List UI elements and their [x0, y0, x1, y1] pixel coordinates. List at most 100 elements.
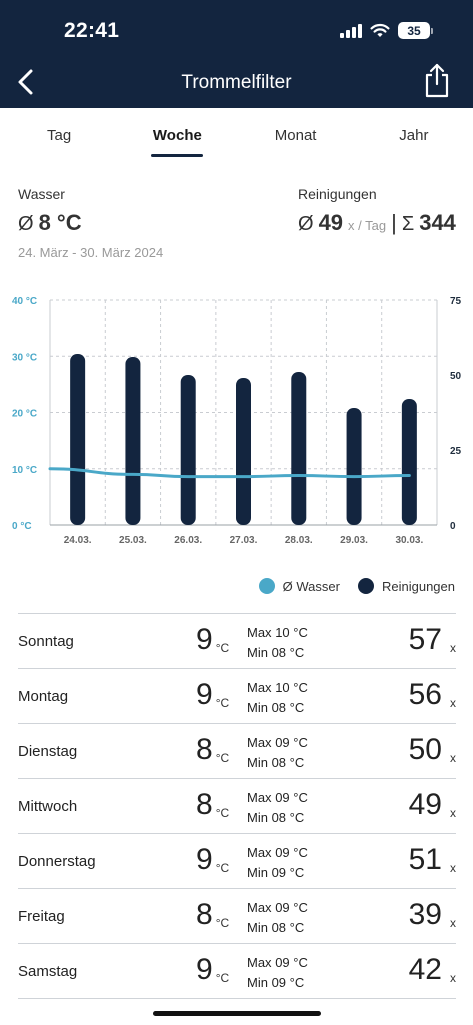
avg-temp-value: 9 — [196, 678, 213, 711]
avg-temp: 9 °C — [196, 678, 229, 712]
bar-cleanings — [70, 354, 86, 525]
table-row[interactable]: Sonntag 9 °C Max 10 °C Min 08 °C 57 x — [18, 614, 456, 669]
min-temp: Min 08 °C — [247, 920, 305, 935]
min-max-temp: Max 09 °C Min 08 °C — [247, 898, 308, 938]
x-tick-label: 27.03. — [230, 535, 258, 546]
cleanings-summary: Reinigungen Ø 49 x / Tag | Σ 344 — [298, 186, 456, 236]
min-temp: Min 08 °C — [247, 810, 305, 825]
bar-cleanings — [401, 399, 417, 525]
min-max-temp: Max 09 °C Min 08 °C — [247, 788, 308, 828]
home-indicator — [153, 1011, 321, 1016]
sum-symbol: Σ — [401, 213, 415, 235]
water-summary: Wasser Ø 8 °C 24. März - 30. März 2024 — [18, 186, 163, 260]
min-temp: Min 08 °C — [247, 645, 305, 660]
legend-item-water: Ø Wasser — [258, 578, 340, 594]
legend-dot-cleanings — [357, 578, 374, 594]
avg-temp-value: 8 — [196, 733, 213, 766]
day-name: Montag — [18, 688, 69, 705]
table-row[interactable]: Mittwoch 8 °C Max 09 °C Min 08 °C 49 x — [18, 779, 456, 834]
count-unit: x — [450, 641, 456, 655]
min-max-temp: Max 09 °C Min 08 °C — [247, 733, 308, 773]
count-unit: x — [450, 916, 456, 930]
avg-temp-value: 8 — [196, 788, 213, 821]
cellular-signal-icon — [340, 23, 362, 38]
legend-label-water: Ø Wasser — [282, 578, 340, 594]
cleaning-count-value: 39 — [408, 898, 442, 931]
max-temp: Max 10 °C — [247, 625, 308, 640]
tab-jahr[interactable]: Jahr — [399, 127, 429, 144]
y-left-tick-label: 10 °C — [12, 465, 37, 476]
tab-tag[interactable]: Tag — [47, 127, 72, 144]
cleaning-count-value: 42 — [408, 953, 442, 986]
day-name: Samstag — [18, 963, 78, 980]
count-unit: x — [450, 751, 456, 765]
legend-item-cleanings: Reinigungen — [357, 578, 455, 594]
average-symbol: Ø — [18, 213, 34, 235]
separator: | — [391, 210, 397, 235]
back-button[interactable] — [10, 62, 40, 102]
avg-temp: 8 °C — [196, 788, 229, 822]
cleaning-count: 42 x — [409, 953, 456, 987]
x-tick-label: 25.03. — [119, 535, 147, 546]
battery-icon: 35 — [398, 22, 433, 39]
y-right-tick-label: 25 — [450, 446, 462, 457]
day-name: Mittwoch — [18, 798, 78, 815]
bar-cleanings — [346, 408, 362, 525]
y-left-tick-label: 0 °C — [12, 521, 32, 532]
cleaning-count: 39 x — [409, 898, 456, 932]
cleaning-count-value: 49 — [408, 788, 442, 821]
y-left-tick-label: 40 °C — [12, 296, 37, 307]
weekly-chart: 0 °C 10 °C 20 °C 30 °C 40 °C 0 25 50 75 24.03. 25.… — [12, 296, 462, 546]
temp-unit: °C — [215, 806, 230, 820]
day-name: Donnerstag — [18, 853, 96, 870]
count-unit: x — [450, 971, 456, 985]
x-tick-label: 28.03. — [285, 535, 313, 546]
bar-cleanings — [291, 372, 307, 525]
battery-level: 35 — [398, 22, 430, 39]
avg-temp-value: 8 — [196, 898, 213, 931]
min-temp: Min 08 °C — [247, 700, 305, 715]
table-row[interactable]: Donnerstag 9 °C Max 09 °C Min 09 °C 51 x — [18, 834, 456, 889]
min-temp: Min 09 °C — [247, 865, 305, 880]
table-row[interactable]: Samstag 9 °C Max 09 °C Min 09 °C 42 x — [18, 944, 456, 999]
table-row[interactable]: Freitag 8 °C Max 09 °C Min 08 °C 39 x — [18, 889, 456, 944]
min-max-temp: Max 09 °C Min 09 °C — [247, 953, 308, 993]
water-average-value: 8 °C — [38, 210, 82, 235]
table-row[interactable]: Montag 9 °C Max 10 °C Min 08 °C 56 x — [18, 669, 456, 724]
cleanings-total-value: 344 — [419, 210, 456, 235]
cleanings-stats: Ø 49 x / Tag | Σ 344 — [298, 210, 456, 236]
cleanings-label: Reinigungen — [298, 186, 377, 202]
tab-woche[interactable]: Woche — [118, 108, 236, 157]
chevron-left-icon — [18, 69, 33, 95]
avg-temp: 8 °C — [196, 898, 229, 932]
x-tick-label: 24.03. — [64, 535, 92, 546]
cleaning-count: 49 x — [409, 788, 456, 822]
bar-cleanings — [125, 357, 141, 525]
water-label: Wasser — [18, 186, 65, 202]
day-name: Sonntag — [18, 633, 74, 650]
cleaning-count: 57 x — [409, 623, 456, 657]
cleaning-count: 56 x — [409, 678, 456, 712]
daily-table: Sonntag 9 °C Max 10 °C Min 08 °C 57 x Mont… — [18, 613, 456, 999]
x-tick-label: 26.03. — [174, 535, 202, 546]
min-max-temp: Max 10 °C Min 08 °C — [247, 678, 308, 718]
table-row[interactable]: Dienstag 8 °C Max 09 °C Min 08 °C 50 x — [18, 724, 456, 779]
y-left-tick-label: 30 °C — [12, 352, 37, 363]
cleaning-count: 51 x — [409, 843, 456, 877]
chart-legend: Ø Wasser Reinigungen — [258, 578, 455, 594]
max-temp: Max 09 °C — [247, 955, 308, 970]
max-temp: Max 09 °C — [247, 735, 308, 750]
temp-unit: °C — [215, 861, 230, 875]
per-day-unit: x / Tag — [348, 218, 387, 233]
temp-unit: °C — [215, 916, 230, 930]
count-unit: x — [450, 696, 456, 710]
legend-dot-water — [258, 578, 275, 594]
x-tick-label: 30.03. — [395, 535, 423, 546]
max-temp: Max 09 °C — [247, 790, 308, 805]
cleaning-count-value: 51 — [408, 843, 442, 876]
avg-temp-value: 9 — [196, 953, 213, 986]
y-left-tick-label: 20 °C — [12, 409, 37, 420]
day-name: Dienstag — [18, 743, 78, 760]
tab-monat[interactable]: Monat — [274, 127, 317, 144]
share-button[interactable] — [421, 60, 453, 100]
